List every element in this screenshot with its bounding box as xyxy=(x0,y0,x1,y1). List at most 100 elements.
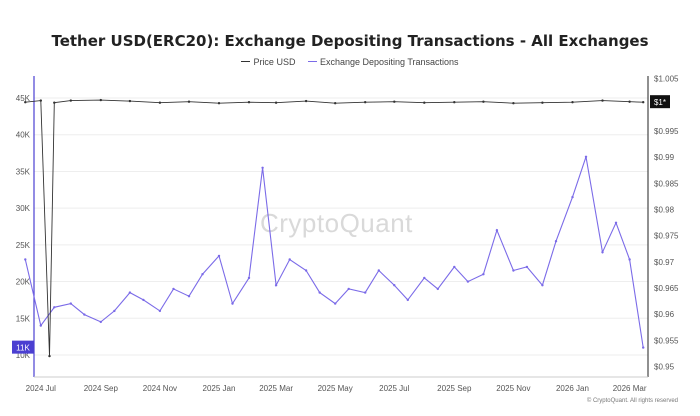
chart-title: Tether USD(ERC20): Exchange Depositing T… xyxy=(51,32,649,50)
data-point-transactions-40 xyxy=(614,221,618,224)
data-point-price-7 xyxy=(158,101,162,104)
data-point-price-19 xyxy=(512,102,515,105)
data-point-transactions-3 xyxy=(69,302,73,305)
data-point-transactions-6 xyxy=(113,309,116,313)
data-point-transactions-24 xyxy=(377,269,380,272)
y-left-tick-1: 15K xyxy=(16,314,31,323)
x-tick-5: 2025 May xyxy=(318,384,353,393)
data-point-price-13 xyxy=(334,102,337,105)
data-point-price-15 xyxy=(393,100,396,103)
data-point-transactions-37 xyxy=(571,195,574,199)
y-right-tick-5: $0.975 xyxy=(654,232,679,241)
data-point-transactions-8 xyxy=(142,298,145,302)
data-point-price-17 xyxy=(453,101,456,104)
data-point-transactions-36 xyxy=(554,240,558,243)
last-value-label-transactions: 11K xyxy=(16,344,30,353)
chart-legend: Price USD Exchange Depositing Transactio… xyxy=(0,54,700,67)
y-right-tick-7: $0.985 xyxy=(654,179,679,188)
data-point-transactions-10 xyxy=(172,287,175,291)
x-tick-10: 2026 Mar xyxy=(613,384,647,393)
x-tick-4: 2025 Mar xyxy=(259,384,293,393)
series-line-transactions xyxy=(24,156,644,348)
y-right-tick-1: $0.955 xyxy=(654,336,679,345)
legend-label-transactions: Exchange Depositing Transactions xyxy=(319,56,459,67)
data-point-transactions-19 xyxy=(304,269,308,272)
x-tick-6: 2025 Jul xyxy=(379,384,409,393)
x-tick-0: 2024 Jul xyxy=(26,384,56,393)
legend-item-transactions[interactable]: Exchange Depositing Transactions xyxy=(307,56,459,67)
data-point-transactions-39 xyxy=(601,251,604,254)
data-point-price-21 xyxy=(571,101,574,104)
data-point-transactions-16 xyxy=(261,166,264,169)
data-point-transactions-14 xyxy=(231,302,234,305)
legend-swatch-price xyxy=(241,61,251,62)
y-left-tick-0: 10K xyxy=(16,351,31,360)
series-line-price xyxy=(25,99,644,357)
y-right-tick-2: $0.96 xyxy=(654,310,675,319)
y-left-tick-3: 25K xyxy=(16,241,31,250)
data-point-price-11 xyxy=(274,101,278,104)
data-point-price-1 xyxy=(39,99,42,102)
data-point-price-4 xyxy=(69,99,73,102)
data-point-transactions-42 xyxy=(642,346,645,349)
legend-item-price[interactable]: Price USD xyxy=(241,57,295,67)
data-point-price-2 xyxy=(48,354,51,358)
y-right-tick-3: $0.965 xyxy=(654,284,679,293)
data-point-transactions-5 xyxy=(99,320,103,324)
y-right-tick-8: $0.99 xyxy=(654,153,675,162)
data-point-transactions-7 xyxy=(128,291,132,294)
data-point-price-16 xyxy=(423,101,426,104)
data-point-price-8 xyxy=(187,100,191,103)
y-right-tick-10: $1.005 xyxy=(654,75,679,84)
data-point-transactions-11 xyxy=(187,295,191,298)
y-right-tick-0: $0.95 xyxy=(654,363,675,372)
y-right-tick-4: $0.97 xyxy=(654,258,675,267)
data-point-price-20 xyxy=(541,101,544,104)
y-left-tick-7: 45K xyxy=(16,94,31,103)
data-point-price-0 xyxy=(24,101,27,104)
data-point-transactions-2 xyxy=(53,306,56,309)
data-point-price-6 xyxy=(128,99,132,103)
data-point-price-23 xyxy=(628,100,631,103)
data-point-price-18 xyxy=(482,100,485,103)
legend-swatch-transactions xyxy=(307,61,317,62)
y-right-tick-9: $0.995 xyxy=(654,127,679,136)
y-left-tick-4: 30K xyxy=(16,204,31,213)
data-point-transactions-0 xyxy=(24,258,27,261)
x-tick-8: 2025 Nov xyxy=(496,384,530,393)
data-point-transactions-18 xyxy=(288,258,291,261)
data-point-transactions-34 xyxy=(525,265,529,269)
data-point-price-24 xyxy=(642,101,645,104)
data-point-price-5 xyxy=(99,98,103,102)
data-point-transactions-13 xyxy=(217,254,221,258)
data-point-price-3 xyxy=(53,101,56,104)
data-point-price-14 xyxy=(364,101,367,104)
watermark: CryptoQuant xyxy=(260,208,413,238)
copyright-text: © CryptoQuant. All rights reserved xyxy=(586,398,678,404)
x-tick-7: 2025 Sep xyxy=(437,384,472,393)
y-right-tick-6: $0.98 xyxy=(654,205,675,214)
data-point-transactions-17 xyxy=(274,284,278,287)
data-point-price-10 xyxy=(247,101,251,104)
last-value-badge-price xyxy=(650,95,670,109)
x-tick-3: 2025 Jan xyxy=(203,384,236,393)
y-left-tick-2: 20K xyxy=(16,278,31,287)
data-point-transactions-32 xyxy=(495,229,499,232)
y-left-tick-6: 40K xyxy=(16,131,31,140)
data-point-transactions-30 xyxy=(466,280,470,283)
x-tick-2: 2024 Nov xyxy=(143,384,177,393)
data-point-transactions-28 xyxy=(436,287,439,291)
data-point-transactions-38 xyxy=(584,155,588,158)
data-point-transactions-1 xyxy=(39,324,42,327)
x-tick-1: 2024 Sep xyxy=(84,384,119,393)
data-point-price-22 xyxy=(601,99,604,102)
data-point-transactions-12 xyxy=(201,273,204,276)
x-tick-9: 2026 Jan xyxy=(556,384,589,393)
data-point-transactions-29 xyxy=(453,265,456,269)
y-left-tick-5: 35K xyxy=(16,167,31,176)
last-value-label-price: $1* xyxy=(654,98,666,107)
data-point-transactions-26 xyxy=(406,298,409,302)
data-point-transactions-35 xyxy=(541,284,544,287)
data-point-transactions-21 xyxy=(334,302,337,305)
